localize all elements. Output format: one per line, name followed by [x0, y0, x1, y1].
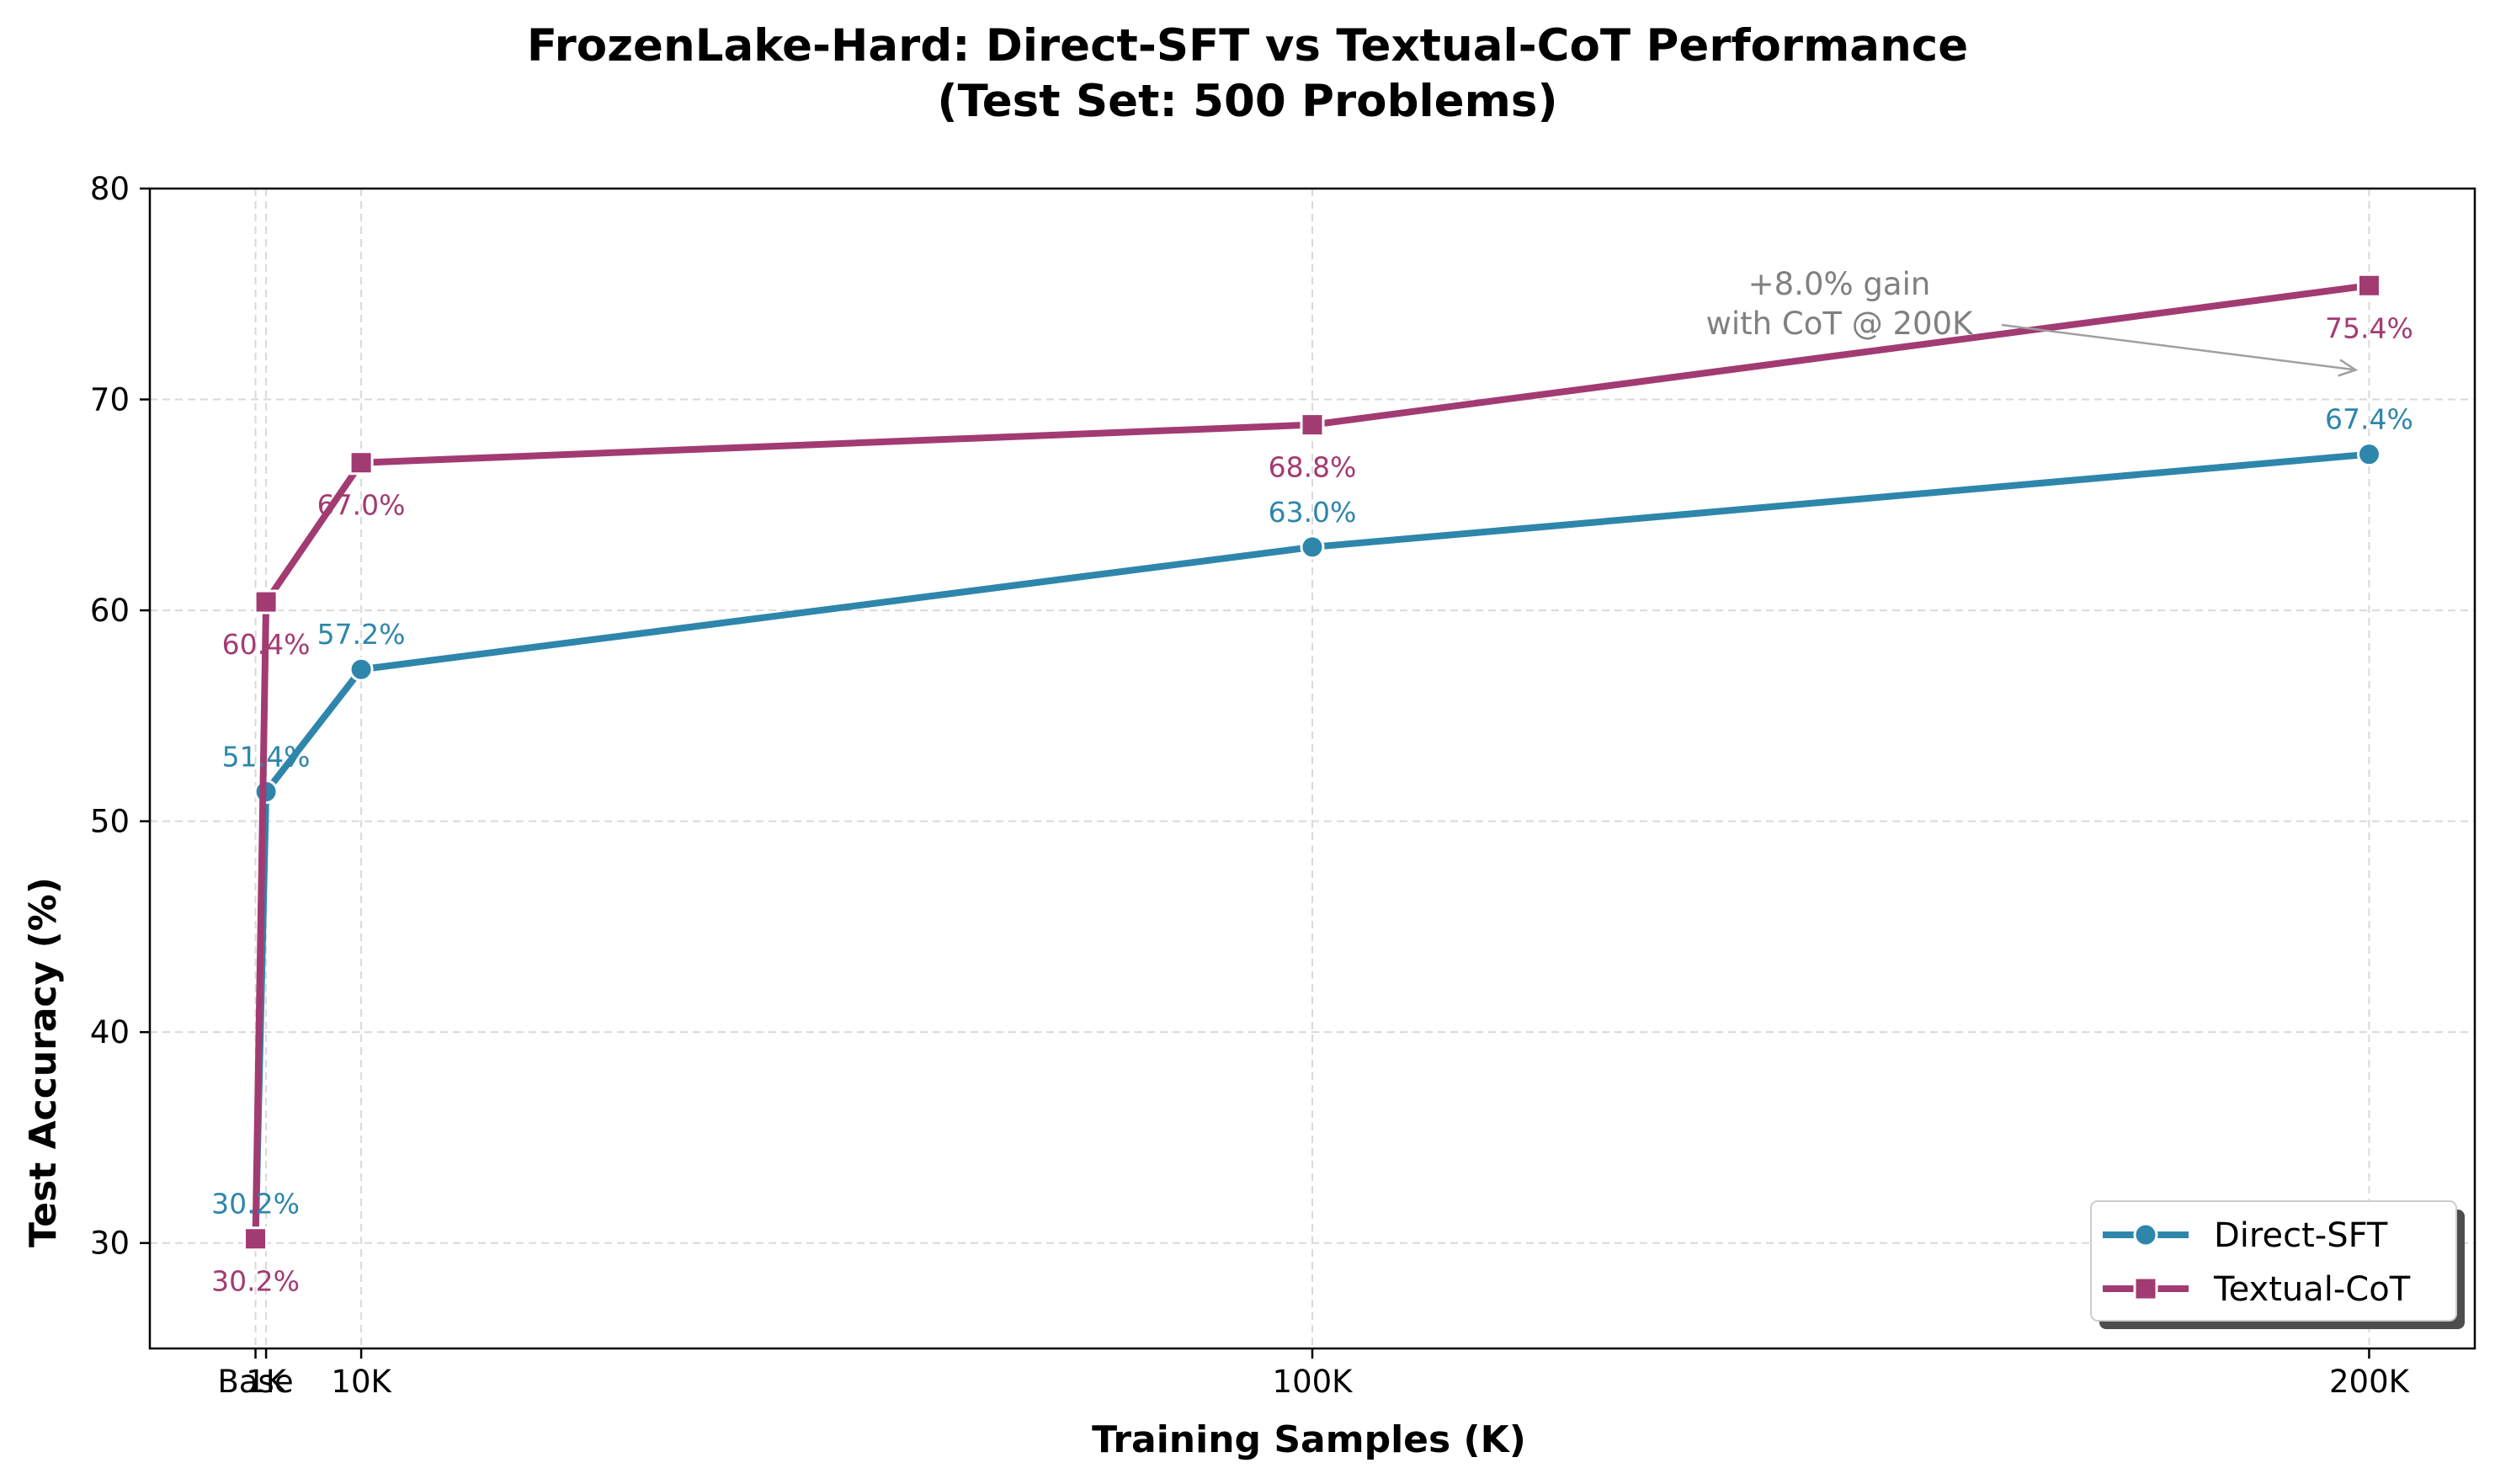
data-point-textual-cot — [243, 1226, 269, 1252]
y-tick-label: 40 — [90, 1014, 130, 1051]
annotation-arrowhead — [2338, 359, 2359, 377]
data-label-textual-cot: 30.2% — [211, 1265, 300, 1298]
chart-title: FrozenLake-Hard: Direct-SFT vs Textual-C… — [527, 20, 1968, 72]
legend-label-direct-sft: Direct-SFT — [2214, 1216, 2388, 1255]
data-point-direct-sft — [2356, 442, 2381, 467]
data-label-direct-sft: 67.4% — [2325, 403, 2413, 436]
legend-marker-direct-sft — [2133, 1222, 2158, 1247]
x-tick-label: 200K — [2329, 1364, 2411, 1400]
x-tick-label: 10K — [331, 1364, 392, 1400]
series-layer — [243, 273, 2381, 1252]
data-labels: 30.2% 51.4% 57.2% 63.0% 67.4% 30.2% 60.4% 67.0%… — [211, 311, 2413, 1297]
y-tick-label: 70 — [90, 382, 130, 418]
annotation-line-2: with CoT @ 200K — [1706, 306, 1974, 342]
y-tick-label: 80 — [90, 171, 130, 207]
data-label-textual-cot: 60.4% — [222, 628, 311, 661]
chart-subtitle: (Test Set: 500 Problems) — [937, 76, 1557, 127]
legend-label-textual-cot: Textual-CoT — [2213, 1270, 2411, 1309]
x-tick-label: Base — [217, 1364, 293, 1400]
annotation: +8.0% gain with CoT @ 200K — [1706, 266, 2359, 377]
x-tick-label: 1K — [246, 1364, 288, 1400]
y-tick-label: 50 — [90, 804, 130, 840]
data-point-direct-sft — [1300, 535, 1325, 560]
data-point-direct-sft — [348, 657, 374, 682]
annotation-line-1: +8.0% gain — [1748, 266, 1931, 302]
data-point-textual-cot — [2356, 273, 2381, 298]
data-label-textual-cot: 67.0% — [317, 489, 406, 522]
data-label-direct-sft: 51.4% — [222, 741, 311, 774]
grid — [150, 188, 2475, 1348]
data-point-textual-cot — [348, 450, 374, 476]
legend: Direct-SFT Textual-CoT — [2090, 1200, 2465, 1329]
data-label-direct-sft: 63.0% — [1269, 496, 1357, 529]
data-label-direct-sft: 30.2% — [211, 1188, 300, 1221]
data-label-textual-cot: 68.8% — [1269, 451, 1357, 484]
annotation-arrow — [2001, 323, 2356, 371]
data-label-textual-cot: 75.4% — [2325, 311, 2413, 344]
y-tick-label: 60 — [90, 593, 130, 629]
y-axis-label: Test Accuracy (%) — [22, 877, 65, 1247]
data-label-direct-sft: 57.2% — [317, 618, 406, 651]
data-point-textual-cot — [1300, 412, 1325, 438]
y-tick-label: 30 — [90, 1226, 130, 1262]
data-point-textual-cot — [253, 589, 279, 614]
x-axis-label: Training Samples (K) — [1092, 1418, 1526, 1461]
legend-marker-textual-cot — [2133, 1276, 2158, 1301]
x-tick-label: 100K — [1273, 1364, 1354, 1400]
